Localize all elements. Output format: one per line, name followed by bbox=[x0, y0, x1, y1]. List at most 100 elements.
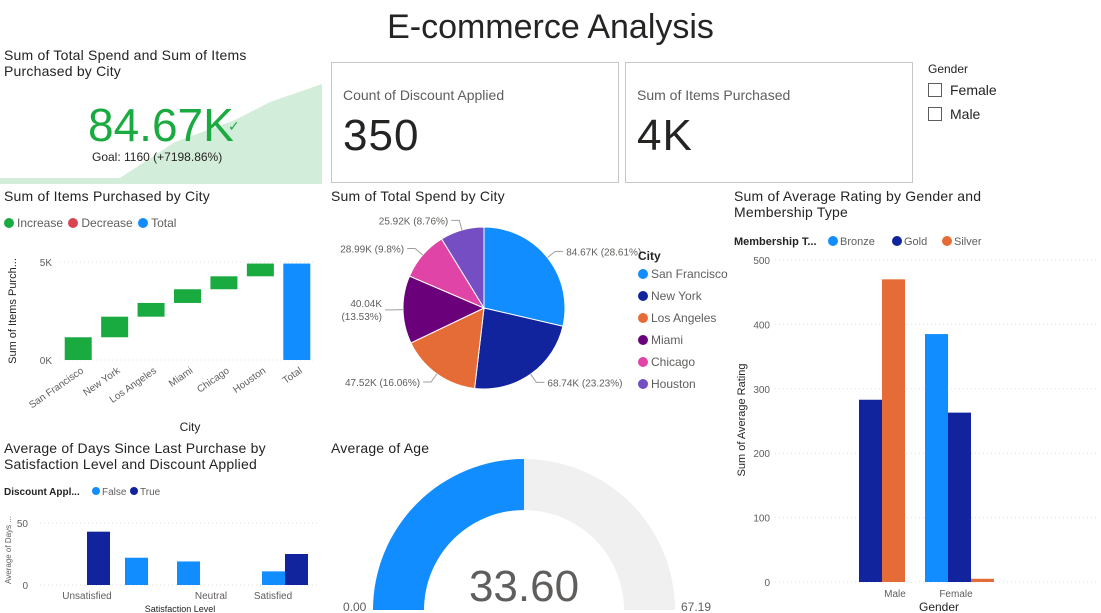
waterfall-title: Sum of Items Purchased by City bbox=[4, 188, 210, 204]
waterfall-bar bbox=[101, 316, 129, 338]
pie-title: Sum of Total Spend by City bbox=[331, 188, 505, 204]
pie-legend-label: New York bbox=[651, 289, 703, 303]
y-tick-label: 0 bbox=[764, 578, 770, 589]
pie-legend-label: Chicago bbox=[651, 355, 695, 369]
rating-bar bbox=[859, 399, 882, 582]
pie-slice bbox=[402, 275, 486, 344]
y-tick-label: 400 bbox=[753, 320, 770, 331]
pie-legend-marker bbox=[638, 357, 648, 367]
rating-legend-label: Silver bbox=[954, 236, 982, 248]
rating-bar bbox=[882, 279, 905, 582]
x-tick-label: San Francisco bbox=[27, 365, 86, 411]
checkbox-icon[interactable] bbox=[928, 83, 942, 97]
x-tick-label: Total bbox=[281, 365, 305, 386]
slicer-option-female[interactable]: Female bbox=[928, 82, 997, 98]
legend-item-increase[interactable]: Increase bbox=[4, 216, 63, 230]
waterfall-bar bbox=[246, 263, 274, 277]
x-axis-label: City bbox=[180, 420, 201, 434]
y-axis-label: Sum of Average Rating bbox=[736, 364, 748, 477]
days-legend-label: True bbox=[140, 487, 161, 498]
pie-legend-marker bbox=[638, 269, 648, 279]
x-tick-label: Chicago bbox=[195, 365, 232, 395]
pie-slice bbox=[440, 226, 485, 310]
pie-legend-label: Los Angeles bbox=[651, 311, 716, 325]
days-chart: Discount Appl... False True 50 0 Average of D… bbox=[4, 487, 318, 613]
x-tick-label: Miami bbox=[167, 365, 195, 389]
pie-leader-line bbox=[530, 373, 545, 383]
rating-bar bbox=[971, 578, 994, 582]
pie-legend-marker bbox=[638, 291, 648, 301]
kpi-goal: Goal: 1160 (+7198.86%) bbox=[92, 150, 223, 164]
rating-legend-label: Bronze bbox=[840, 236, 875, 248]
rating-legend-label: Gold bbox=[904, 236, 927, 248]
report-title: E-commerce Analysis bbox=[387, 8, 714, 46]
kpi-trend-area bbox=[0, 84, 322, 184]
days-bar bbox=[177, 561, 200, 585]
legend-item-decrease[interactable]: Decrease bbox=[68, 216, 133, 230]
days-legend-marker bbox=[92, 487, 100, 495]
pie-legend-marker bbox=[638, 335, 648, 345]
gender-slicer: Gender Female Male bbox=[928, 62, 997, 122]
x-axis-label: Satisfaction Level bbox=[145, 604, 216, 613]
pie-data-label: 84.67K (28.61%) bbox=[566, 247, 641, 258]
y-tick-label: 200 bbox=[753, 449, 770, 460]
x-axis-label: Gender bbox=[919, 600, 959, 613]
gauge-max-label: 67.19 bbox=[681, 600, 711, 613]
days-title: Average of Days Since Last Purchase by S… bbox=[4, 440, 266, 472]
y-tick-label: 50 bbox=[17, 519, 29, 530]
pie-data-label: (13.53%) bbox=[341, 312, 382, 323]
legend-item-total[interactable]: Total bbox=[138, 216, 176, 230]
days-bar bbox=[262, 571, 285, 585]
x-tick-label: Unsatisfied bbox=[62, 591, 111, 602]
y-axis-label: Sum of Items Purch... bbox=[7, 258, 19, 364]
pie-chart: 84.67K (28.61%) 68.74K (23.23%) 47.52K (16… bbox=[340, 216, 728, 391]
x-tick-label: Satisfied bbox=[254, 591, 292, 602]
days-legend-title: Discount Appl... bbox=[4, 487, 80, 498]
pie-leader-line bbox=[547, 250, 564, 258]
pie-data-label: 28.99K (9.8%) bbox=[340, 245, 404, 256]
rating-legend-marker bbox=[892, 236, 902, 246]
slicer-option-male[interactable]: Male bbox=[928, 106, 997, 122]
checkbox-icon[interactable] bbox=[928, 107, 942, 121]
rating-bar bbox=[948, 412, 971, 582]
pie-slice bbox=[410, 307, 485, 390]
pie-legend-label: Miami bbox=[651, 333, 683, 347]
y-tick-label: 500 bbox=[753, 256, 770, 267]
gauge-value: 33.60 bbox=[469, 562, 579, 611]
days-bar bbox=[125, 557, 148, 585]
card-label: Count of Discount Applied bbox=[343, 87, 505, 103]
check-icon: ✓ bbox=[228, 118, 240, 134]
pie-legend-label: San Francisco bbox=[651, 267, 728, 281]
kpi-title: Sum of Total Spend and Sum of Items Purc… bbox=[4, 47, 247, 79]
age-gauge: 33.60 0.00 67.19 bbox=[343, 459, 711, 613]
card-label: Sum of Items Purchased bbox=[637, 87, 791, 103]
pie-data-label: 68.74K (23.23%) bbox=[547, 378, 622, 389]
rating-legend-marker bbox=[942, 236, 952, 246]
rating-legend-marker bbox=[828, 236, 838, 246]
pie-leader-line bbox=[451, 219, 463, 231]
pie-legend-marker bbox=[638, 379, 648, 389]
pie-data-label: 47.52K (16.06%) bbox=[345, 378, 420, 389]
days-legend-label: False bbox=[102, 487, 127, 498]
days-legend-marker bbox=[130, 487, 138, 495]
waterfall-bar bbox=[283, 263, 311, 360]
pie-legend-marker bbox=[638, 313, 648, 323]
pie-leader-line bbox=[407, 248, 424, 256]
rating-title: Sum of Average Rating by Gender and Memb… bbox=[734, 188, 982, 220]
pie-slice bbox=[474, 307, 564, 390]
kpi-value: 84.67K bbox=[88, 99, 234, 151]
card-value: 4K bbox=[637, 111, 693, 160]
x-tick-label: Female bbox=[939, 589, 973, 600]
card-discount-applied: Count of Discount Applied 350 bbox=[331, 62, 619, 183]
pie-data-label: 25.92K (8.76%) bbox=[379, 216, 449, 227]
days-bar bbox=[87, 531, 110, 585]
days-bar bbox=[285, 554, 308, 585]
waterfall-bar bbox=[137, 302, 165, 317]
waterfall-bar bbox=[174, 289, 201, 303]
waterfall-bar bbox=[64, 337, 92, 360]
pie-leader-line bbox=[423, 373, 438, 383]
y-tick-label: 100 bbox=[753, 514, 770, 525]
y-tick-label: 0K bbox=[40, 356, 53, 367]
y-axis-label: Average of Days ... bbox=[4, 516, 13, 584]
